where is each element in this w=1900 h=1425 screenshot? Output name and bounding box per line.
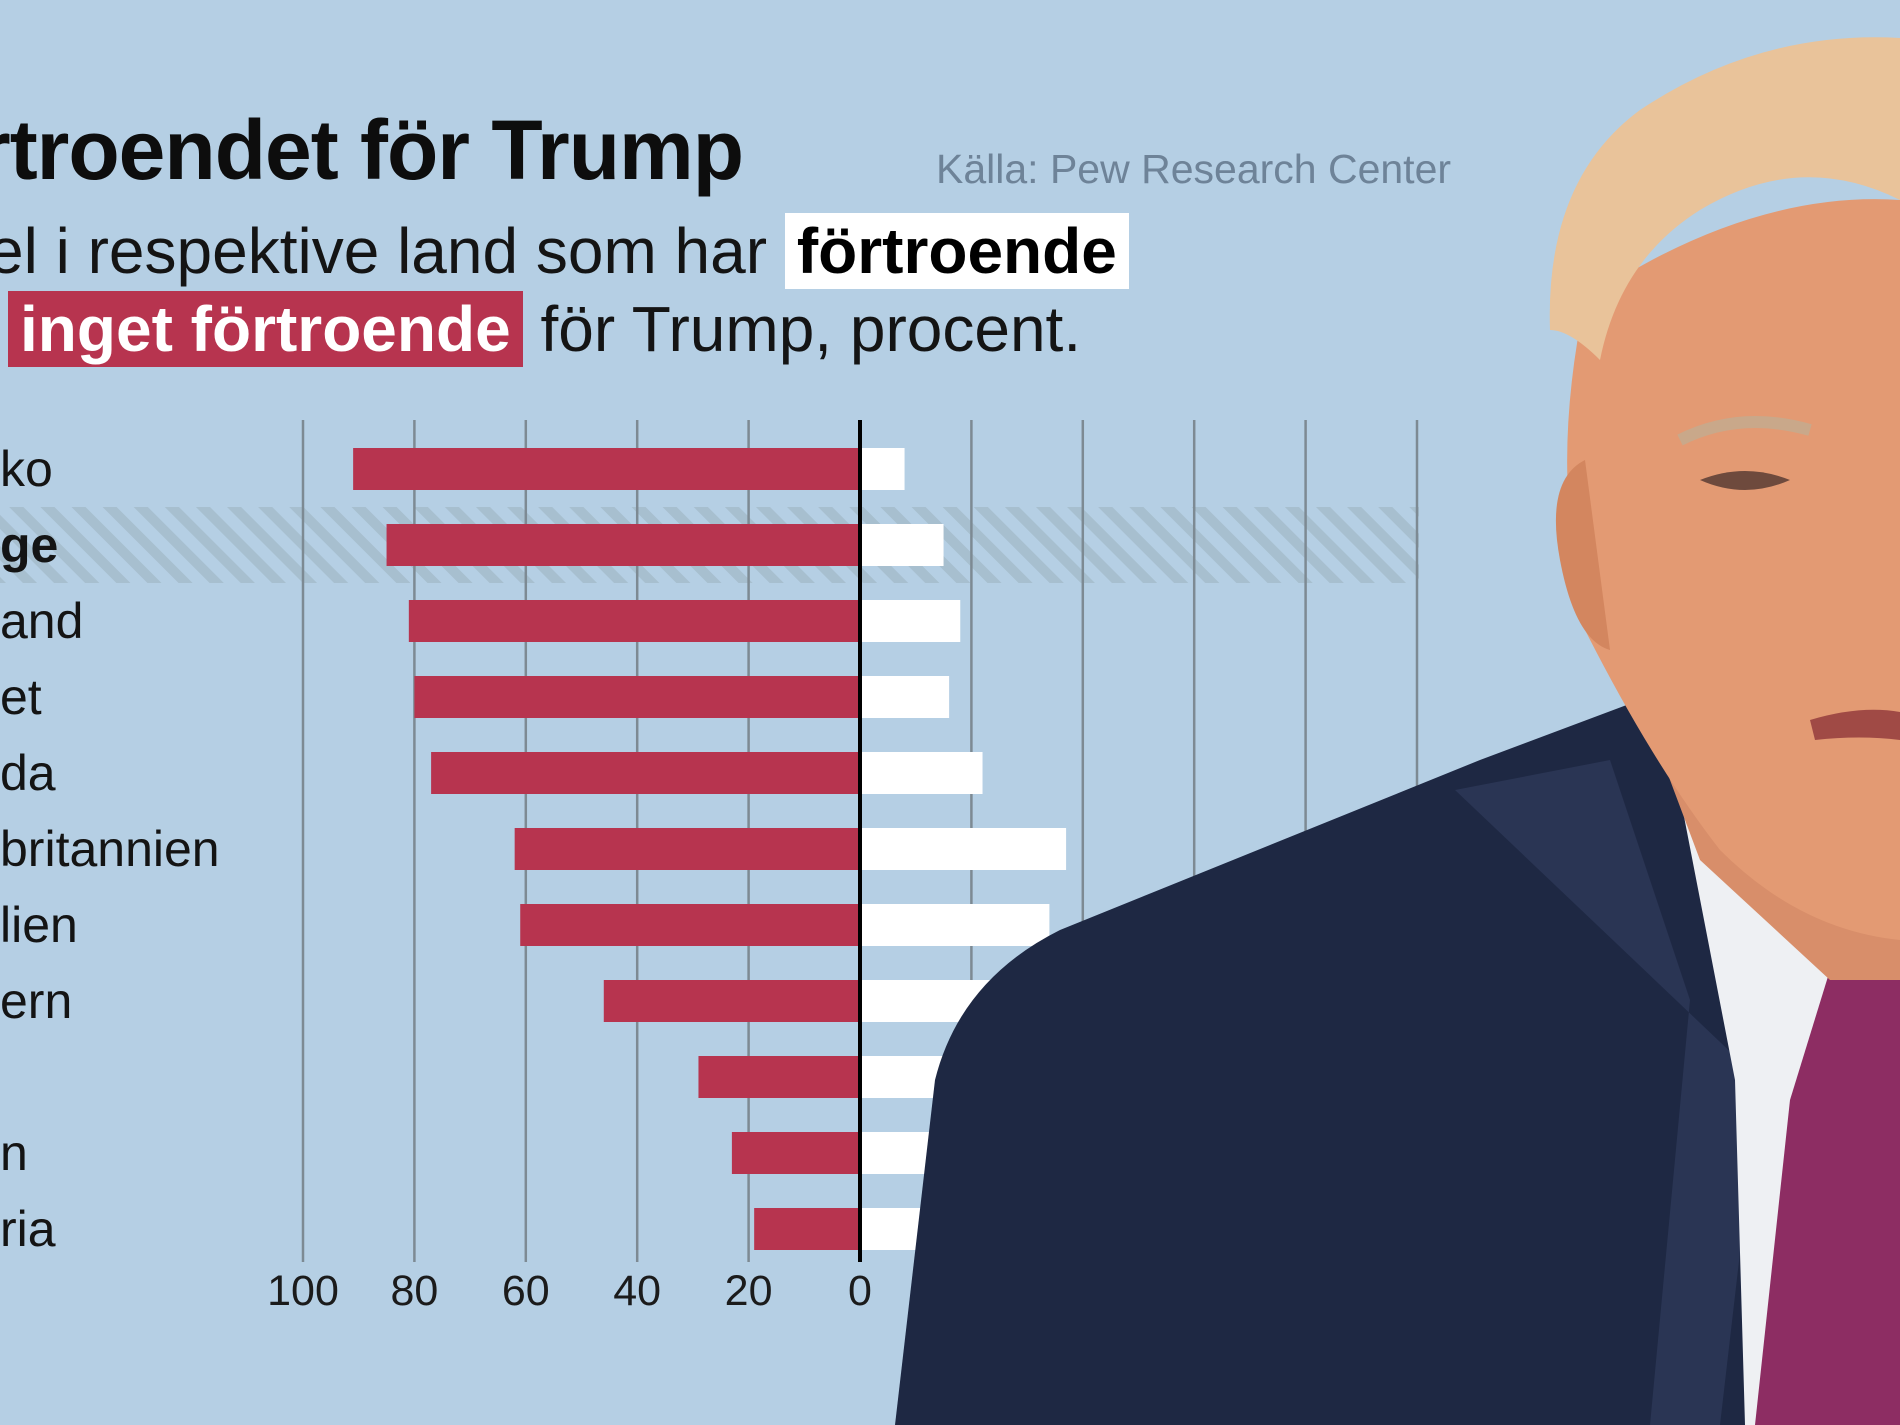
subtitle-line-2: inget förtroende för Trump, procent. — [8, 291, 1082, 367]
ear-shape — [1555, 460, 1610, 650]
bar-confidence — [860, 524, 944, 566]
bar-no-confidence — [731, 1132, 860, 1174]
hair-shape — [1549, 37, 1900, 360]
country-label: ko — [0, 441, 53, 497]
country-label: lien — [0, 897, 78, 953]
tick-label: 100 — [267, 1267, 339, 1315]
country-label: ge — [0, 517, 58, 573]
bar-confidence — [860, 828, 1067, 870]
subtitle-text: el i respektive land som har — [0, 215, 785, 287]
bar-no-confidence — [520, 904, 860, 946]
source-label: Källa: Pew Research Center — [936, 146, 1452, 192]
tick-label: 0 — [848, 1267, 872, 1315]
bar-confidence — [860, 676, 950, 718]
eyebrow-shape — [1677, 416, 1812, 446]
bar-confidence — [860, 904, 1050, 946]
tie-shape — [1755, 955, 1900, 1425]
suit-lapel-shape — [1455, 760, 1760, 1425]
country-label: and — [0, 593, 83, 649]
legend-no-confidence-label: inget förtroende — [8, 291, 523, 367]
country-label: ria — [0, 1201, 56, 1257]
bar-no-confidence — [514, 828, 860, 870]
bar-confidence — [860, 752, 983, 794]
bar-no-confidence — [603, 980, 860, 1022]
face-shape — [1564, 199, 1900, 940]
bar-no-confidence — [431, 752, 860, 794]
bar-no-confidence — [386, 524, 860, 566]
bar-confidence — [860, 600, 961, 642]
tick-label: 60 — [502, 1267, 550, 1315]
chart-title: rtroendet för Trump — [0, 103, 744, 197]
subtitle-line-1: el i respektive land som har förtroende — [0, 213, 1129, 289]
country-label: n — [0, 1125, 28, 1181]
bar-no-confidence — [414, 676, 860, 718]
tick-label: 20 — [725, 1267, 773, 1315]
bar-no-confidence — [698, 1056, 860, 1098]
tick-label: 40 — [613, 1267, 661, 1315]
subtitle-text: för Trump, procent. — [522, 293, 1082, 365]
legend-confidence-label: förtroende — [784, 213, 1129, 289]
bar-no-confidence — [353, 448, 860, 490]
bar-no-confidence — [754, 1208, 860, 1250]
bar-confidence — [860, 448, 905, 490]
country-label: da — [0, 745, 56, 801]
bar-no-confidence — [408, 600, 860, 642]
country-label: britannien — [0, 821, 220, 877]
country-label: et — [0, 669, 42, 725]
mouth-shape — [1810, 709, 1900, 740]
tick-label: 80 — [390, 1267, 438, 1315]
eye-shape — [1700, 471, 1790, 490]
country-label: ern — [0, 973, 72, 1029]
